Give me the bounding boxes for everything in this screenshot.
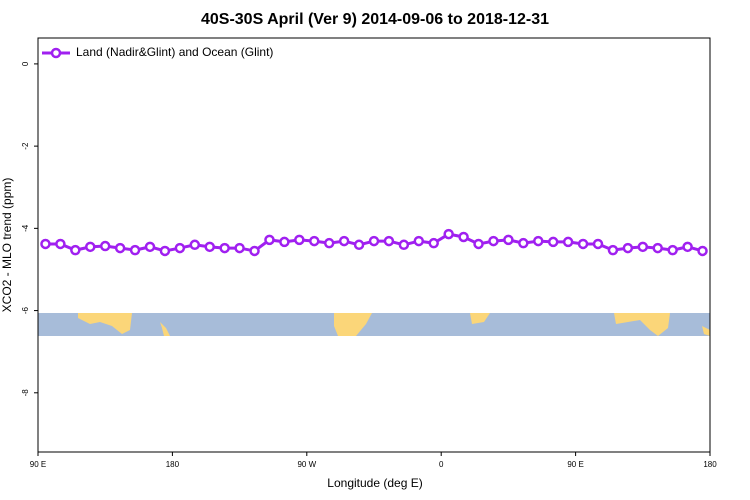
data-point [443, 228, 454, 240]
data-point [383, 235, 395, 247]
data-point [85, 241, 96, 253]
x-axis-label: Longitude (deg E) [327, 476, 422, 490]
plot-frame [37, 37, 711, 453]
data-point [114, 242, 126, 254]
data-point [458, 231, 469, 243]
x-tick-label: 90 E [30, 460, 46, 469]
data-point [428, 237, 439, 249]
x-tick-label: 180 [703, 460, 717, 469]
data-point [219, 242, 230, 254]
legend-marker [50, 47, 62, 59]
data-point [323, 237, 335, 249]
chart-title: 40S-30S April (Ver 9) 2014-09-06 to 2018… [201, 11, 549, 28]
y-tick-label: -2 [21, 142, 30, 150]
data-point [309, 235, 320, 247]
data-point [40, 238, 51, 250]
data-point [99, 240, 111, 252]
data-point [637, 241, 649, 253]
data-point [398, 239, 410, 251]
y-tick-label: -4 [21, 224, 30, 232]
x-tick-label: 180 [166, 460, 180, 469]
data-point [353, 239, 365, 251]
data-point [622, 242, 634, 254]
data-point [488, 235, 499, 247]
y-axis-label: XCO2 - MLO trend (ppm) [0, 178, 14, 313]
data-point [547, 236, 559, 248]
data-point [204, 241, 215, 253]
x-tick-label: 90 W [297, 460, 316, 469]
x-tick-label: 90 E [567, 460, 583, 469]
data-point [70, 244, 81, 256]
data-point [234, 242, 245, 254]
data-point [144, 241, 156, 253]
data-point [413, 235, 425, 247]
data-point [55, 238, 66, 250]
data-point [518, 237, 529, 249]
data-point [189, 239, 201, 251]
data-point [697, 245, 708, 257]
y-tick-label: 0 [21, 61, 30, 66]
data-point [294, 234, 305, 246]
data-point [249, 245, 260, 257]
data-point [562, 236, 574, 248]
data-point [682, 241, 693, 253]
data-point [652, 242, 663, 254]
data-point [473, 238, 484, 250]
data-point [174, 242, 186, 254]
data-point [279, 236, 290, 248]
legend-label: Land (Nadir&Glint) and Ocean (Glint) [76, 45, 273, 59]
data-point [503, 234, 514, 246]
data-point [264, 234, 275, 246]
y-tick-label: -8 [21, 389, 30, 397]
data-point [667, 244, 678, 256]
data-point [577, 238, 589, 250]
data-point [607, 244, 619, 256]
data-point [368, 235, 380, 247]
data-point [533, 235, 544, 247]
data-point [592, 238, 604, 250]
data-point [159, 245, 171, 257]
map-strip [38, 313, 710, 336]
data-point [129, 244, 141, 256]
x-tick-label: 0 [439, 460, 444, 469]
data-point [338, 235, 350, 247]
y-tick-label: -6 [21, 306, 30, 314]
